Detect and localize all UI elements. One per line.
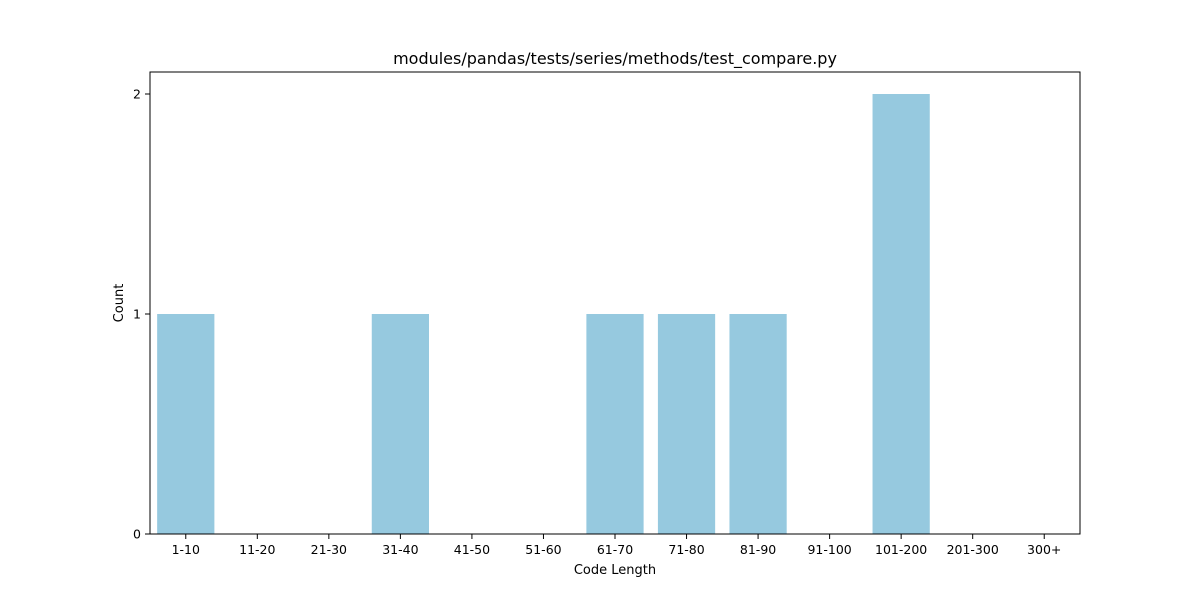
x-tick-label: 51-60 [525, 542, 561, 557]
x-tick-label: 101-200 [875, 542, 927, 557]
x-tick-label: 41-50 [454, 542, 490, 557]
y-tick-label: 1 [133, 307, 141, 322]
x-tick-label: 1-10 [172, 542, 200, 557]
x-axis-ticks: 1-10 11-20 21-30 31-40 41-50 51-60 61-70 71-80 8… [172, 534, 1061, 557]
x-tick-label: 21-30 [311, 542, 347, 557]
y-tick-label: 2 [133, 87, 141, 102]
chart-title: modules/pandas/tests/series/methods/test… [393, 49, 837, 69]
bar-61-70 [586, 314, 644, 534]
x-tick-label: 31-40 [382, 542, 418, 557]
y-tick-label: 0 [133, 527, 141, 542]
x-tick-label: 71-80 [668, 542, 704, 557]
bar-71-80 [657, 314, 716, 534]
y-axis-ticks: 0 1 2 [133, 87, 150, 542]
x-tick-label: 201-300 [947, 542, 999, 557]
x-tick-label: 81-90 [740, 542, 776, 557]
y-axis-label: Count [112, 284, 127, 323]
bar-101-200 [872, 94, 930, 534]
x-tick-label: 91-100 [807, 542, 851, 557]
bars [157, 94, 930, 534]
bar-1-10 [157, 314, 215, 534]
x-tick-label: 300+ [1027, 542, 1061, 557]
bar-81-90 [729, 314, 787, 534]
x-axis-label: Code Length [574, 563, 656, 578]
bar-31-40 [371, 314, 429, 534]
plot-frame [149, 71, 1081, 535]
x-tick-label: 61-70 [597, 542, 633, 557]
x-tick-label: 11-20 [239, 542, 275, 557]
